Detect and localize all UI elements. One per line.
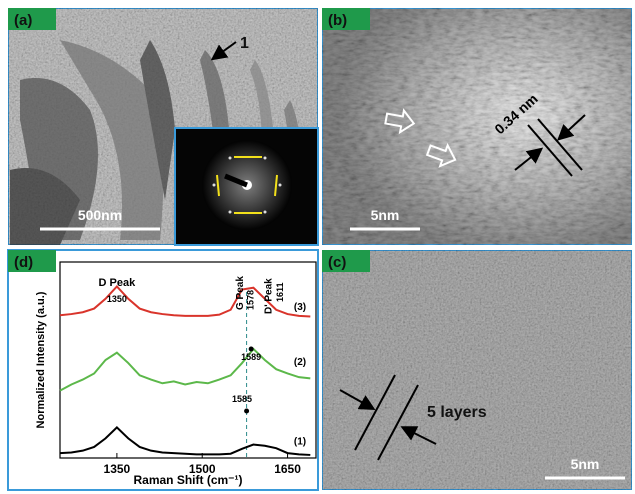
annotation: D' Peak	[264, 278, 275, 314]
peak-dot	[244, 409, 249, 414]
annotation: 1611	[275, 282, 285, 302]
series-label: (2)	[294, 357, 306, 368]
series-label: (1)	[294, 437, 306, 448]
figure: (a) 1 500nm (b) 0.34 nm 5nm (c) 5 layers…	[0, 0, 635, 494]
annotation: 1350	[107, 294, 127, 304]
scale-label: 500nm	[78, 207, 122, 223]
hrtem-image	[322, 8, 632, 245]
marker-label: 1	[240, 35, 249, 52]
scale-label: 5nm	[571, 456, 600, 472]
annotation: 1578	[245, 290, 255, 310]
panel-label: (b)	[328, 12, 347, 29]
peak-dot	[249, 347, 254, 352]
panel-c: (c) 5 layers 5nm	[322, 250, 632, 490]
series-label: (3)	[294, 302, 306, 313]
layers-label: 5 layers	[427, 404, 487, 421]
panel-label: (a)	[14, 12, 32, 29]
panel-label: (c)	[328, 254, 346, 271]
x-tick-label: 1650	[274, 462, 301, 476]
hrtem-image	[322, 250, 632, 490]
panel-label: (d)	[14, 254, 33, 271]
page: (a) 1 500nm (b) 0.34 nm 5nm (c) 5 layers…	[0, 0, 635, 494]
x-tick-label: 1350	[104, 462, 131, 476]
x-axis-label: Raman Shift (cm⁻¹)	[133, 473, 242, 487]
scale-label: 5nm	[371, 207, 400, 223]
y-axis-label: Normalized Intensity (a.u.)	[35, 291, 47, 428]
diffraction-inset	[175, 128, 318, 245]
annotation: 1589	[241, 352, 261, 362]
annotation: D Peak	[99, 277, 137, 289]
panel-b: (b) 0.34 nm 5nm	[322, 8, 632, 245]
annotation: 1585	[232, 394, 252, 404]
panel-a: (a) 1 500nm	[8, 8, 318, 245]
